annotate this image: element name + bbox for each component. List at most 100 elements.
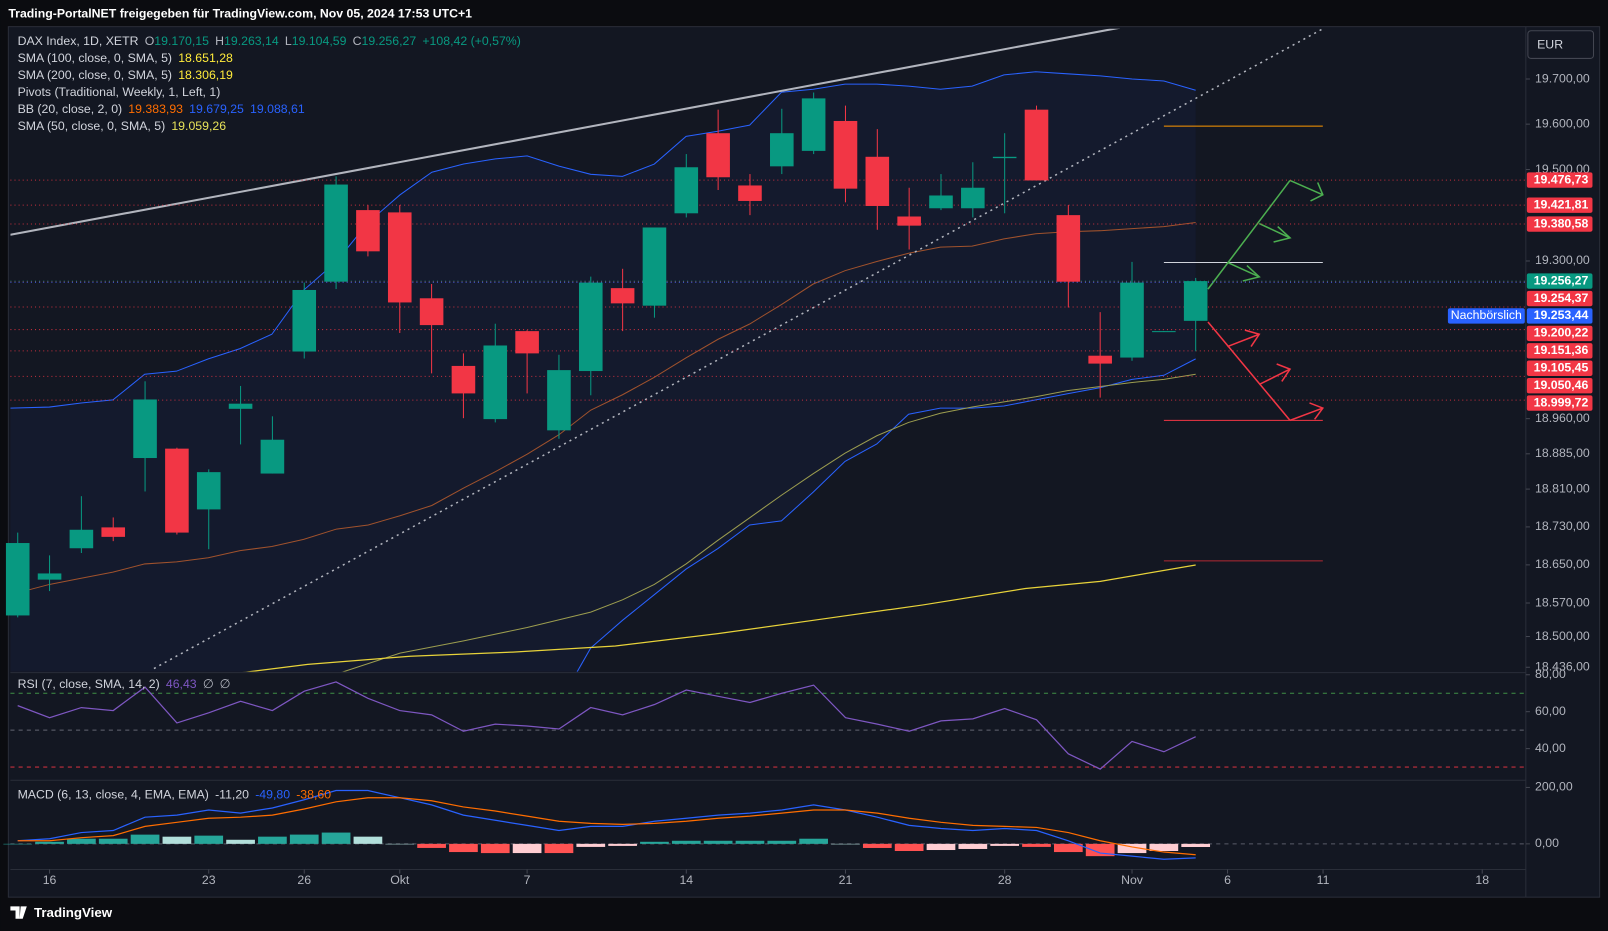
histogram-bar	[67, 838, 96, 844]
histogram-bar	[226, 839, 255, 844]
rsi-legend: RSI (7, close, SMA, 14, 2) 46,43 ∅ ∅	[18, 677, 231, 691]
price-label-box	[1526, 172, 1593, 188]
legend-row: SMA (50, close, 0, SMA, 5) 19.059,26	[18, 119, 227, 133]
rsi-title: RSI (7, close, SMA, 14, 2)	[18, 677, 160, 691]
price-label: 19.476,73	[1534, 172, 1589, 186]
header-title: Trading-PortalNET freigegeben für Tradin…	[8, 7, 472, 21]
histogram-bar	[512, 843, 542, 854]
candle-body	[515, 331, 539, 354]
arrow-head	[1276, 363, 1292, 382]
legend-name: Pivots (Traditional, Weekly, 1, Left, 1)	[18, 85, 221, 99]
y-tick-label: 18.650,00	[1535, 557, 1590, 571]
rsi-line	[17, 681, 1196, 770]
legend-name: SMA (100, close, 0, SMA, 5)	[18, 51, 172, 65]
candle-body	[1024, 109, 1049, 181]
candle-body	[387, 212, 412, 303]
price-label-box	[1526, 377, 1593, 394]
arrow-path	[1227, 333, 1260, 348]
histogram-bar	[385, 843, 415, 845]
currency-button[interactable]	[1527, 30, 1595, 59]
x-tick-label: 28	[998, 873, 1012, 887]
sma-50	[342, 373, 1196, 672]
y-tick-label: 18.810,00	[1535, 481, 1590, 495]
candle-body	[196, 472, 221, 510]
trend-line-dotted	[153, 28, 1325, 670]
bear-arrows	[1207, 321, 1325, 422]
candle-body	[1152, 331, 1176, 333]
macd-value: -38,60	[296, 788, 331, 802]
price-label-box	[1526, 197, 1593, 213]
legend-name: DAX Index, 1D, XETR	[18, 34, 139, 48]
bb-upper	[10, 71, 1196, 409]
rsi-extra: ∅	[220, 677, 231, 691]
arrow-head	[1309, 402, 1325, 420]
x-tick-label: 26	[297, 873, 311, 887]
x-tick-label: Nov	[1121, 873, 1144, 887]
histogram-bar	[449, 843, 478, 853]
y-tick-label: 80,00	[1535, 667, 1566, 681]
y-tick-label: 0,00	[1535, 836, 1559, 850]
rsi-value: 46,43	[166, 677, 197, 691]
histogram-bar	[1022, 843, 1051, 847]
legend-value: 19.256,27	[362, 34, 417, 48]
x-tick-label: Okt	[390, 873, 410, 887]
histogram-bar	[289, 834, 319, 844]
histogram-bar	[35, 841, 64, 844]
y-tick-label: 18.436,00	[1535, 660, 1590, 674]
price-label-box	[1526, 216, 1593, 232]
candle-body	[451, 365, 476, 394]
legend-row: BB (20, close, 2, 0) 19.383,93 19.679,25 19…	[18, 102, 305, 116]
histogram-bar	[3, 843, 33, 845]
x-tick-label: 6	[1224, 873, 1231, 887]
y-tick-label: 19.500,00	[1535, 162, 1590, 176]
y-tick-label: 19.300,00	[1535, 253, 1590, 267]
y-tick-label: 19.700,00	[1535, 71, 1590, 85]
arrow-path	[1258, 222, 1291, 239]
brand: TradingView	[10, 905, 113, 920]
histogram-bar	[194, 835, 224, 844]
candle-body	[1120, 282, 1144, 358]
legend-value: +108,42 (+0,57%)	[422, 34, 520, 48]
candle-body	[324, 184, 348, 282]
price-label: 19.151,36	[1534, 343, 1589, 357]
candle-body	[165, 448, 189, 533]
histogram-bar	[926, 843, 956, 851]
legend-value: 18.651,28	[178, 51, 233, 65]
arrow-head	[1244, 329, 1261, 347]
histogram-bar	[958, 843, 988, 849]
legend-value: H	[215, 34, 224, 48]
candle-body	[833, 120, 858, 189]
histogram-bar	[162, 836, 192, 844]
x-tick-label: 14	[679, 873, 693, 887]
trend-line	[10, 28, 1120, 236]
arrow-head	[1242, 264, 1261, 282]
histogram-bar	[98, 838, 128, 844]
price-label: 18.999,72	[1534, 395, 1589, 409]
price-label: 19.254,37	[1534, 291, 1589, 305]
candle-body	[419, 298, 444, 326]
price-label: 19.200,22	[1534, 326, 1589, 340]
candle-body	[1056, 215, 1081, 282]
histogram-bar	[831, 843, 860, 845]
candle-body	[356, 210, 380, 252]
price-tag-box	[1447, 308, 1525, 324]
price-label: 19.105,45	[1534, 360, 1589, 374]
histogram-bar	[258, 836, 287, 844]
arrow-path	[1207, 179, 1291, 290]
price-label-box	[1526, 290, 1593, 307]
candle-body	[706, 133, 730, 178]
macd-value: -49,80	[255, 788, 290, 802]
candle-body	[37, 573, 62, 580]
candle-body	[642, 227, 667, 306]
legend-value: 19.088,61	[250, 102, 305, 116]
y-tick-label: 18.570,00	[1535, 595, 1590, 609]
candle-body	[610, 288, 635, 304]
legend-value: 19.679,25	[189, 102, 244, 116]
currency-label[interactable]: EUR	[1537, 37, 1563, 51]
candle-body	[133, 399, 157, 459]
y-tick-label: 60,00	[1535, 704, 1566, 718]
legend-value: 19.059,26	[171, 119, 226, 133]
x-tick-label: 18	[1475, 873, 1489, 887]
histogram-bar	[1085, 843, 1115, 857]
